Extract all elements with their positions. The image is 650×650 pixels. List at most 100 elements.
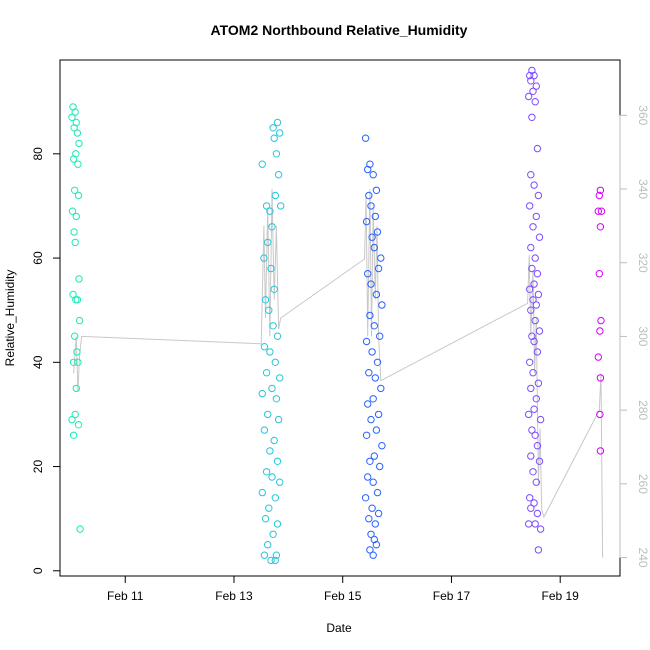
data-point xyxy=(68,113,76,122)
data-point xyxy=(69,358,78,366)
secondary-series-line xyxy=(73,188,604,558)
data-point xyxy=(362,337,371,346)
y-axis-label: Relative_Humidity xyxy=(3,270,17,367)
data-point xyxy=(74,358,82,366)
data-point xyxy=(272,150,281,158)
data-point xyxy=(526,494,534,502)
data-point xyxy=(532,212,540,221)
data-point xyxy=(265,504,273,512)
data-point xyxy=(534,546,543,554)
data-point xyxy=(530,405,538,413)
data-point xyxy=(258,389,266,398)
data-point xyxy=(529,87,537,96)
data-point xyxy=(273,520,282,528)
data-point xyxy=(529,369,537,377)
data-point xyxy=(71,186,79,195)
data-point xyxy=(366,311,374,320)
data-point xyxy=(527,171,535,179)
x-tick-label: Feb 19 xyxy=(542,589,580,603)
data-point xyxy=(366,457,374,465)
data-point xyxy=(366,546,374,554)
data-point xyxy=(528,113,536,122)
data-point xyxy=(530,71,538,80)
y-tick-label: 80 xyxy=(31,147,45,161)
data-point xyxy=(377,384,385,393)
data-point xyxy=(69,155,78,163)
data-point xyxy=(265,306,273,314)
data-point xyxy=(533,442,542,450)
data-point xyxy=(378,442,386,450)
data-points xyxy=(68,66,606,565)
data-point xyxy=(72,212,81,221)
y2-tick-label: 300 xyxy=(636,326,650,346)
data-point xyxy=(261,515,270,523)
data-point xyxy=(370,452,378,460)
data-point xyxy=(527,384,535,393)
data-point xyxy=(362,431,371,439)
data-point xyxy=(371,212,379,221)
data-point xyxy=(530,499,538,507)
data-point xyxy=(369,551,377,559)
data-point xyxy=(597,316,605,325)
data-point xyxy=(525,520,533,528)
data-point xyxy=(529,296,537,304)
data-point xyxy=(596,374,605,382)
y2-tick-label: 260 xyxy=(636,474,650,494)
data-point xyxy=(258,160,266,168)
data-point xyxy=(268,384,276,393)
data-point xyxy=(261,296,270,304)
data-point xyxy=(272,395,281,403)
data-point xyxy=(367,280,375,288)
data-point xyxy=(535,327,544,335)
data-point xyxy=(376,462,384,471)
y2-tick-label: 320 xyxy=(636,253,650,273)
data-point xyxy=(594,207,602,215)
data-point xyxy=(74,191,83,200)
data-point xyxy=(70,124,78,132)
data-point xyxy=(529,468,537,476)
data-point xyxy=(73,348,81,356)
data-point xyxy=(372,541,381,549)
data-point xyxy=(76,525,84,533)
data-point xyxy=(71,332,79,340)
x-tick-label: Feb 13 xyxy=(215,589,253,603)
data-point xyxy=(269,530,277,538)
data-point xyxy=(364,400,372,408)
data-point xyxy=(373,358,382,366)
data-point xyxy=(528,426,536,434)
data-point xyxy=(527,77,535,85)
data-point xyxy=(527,504,535,512)
data-point xyxy=(371,520,379,528)
data-point xyxy=(533,509,542,518)
x-tick-label: Feb 17 xyxy=(433,589,471,603)
data-point xyxy=(374,509,383,518)
data-point xyxy=(526,285,534,293)
data-point xyxy=(527,452,535,460)
data-point xyxy=(71,410,79,419)
data-point xyxy=(70,228,78,236)
data-point xyxy=(536,415,545,424)
data-point xyxy=(532,478,540,486)
data-point xyxy=(531,98,539,106)
data-point xyxy=(365,191,373,200)
x-tick-label: Feb 11 xyxy=(107,589,144,603)
data-point xyxy=(274,415,283,424)
data-point xyxy=(531,520,539,528)
data-point xyxy=(368,504,376,512)
data-point xyxy=(368,348,376,356)
y-tick-label: 0 xyxy=(31,567,45,574)
data-point xyxy=(534,290,543,299)
data-point xyxy=(536,525,545,533)
data-point xyxy=(370,243,378,252)
data-point xyxy=(260,551,269,559)
data-point xyxy=(262,468,271,476)
y2-tick-label: 360 xyxy=(636,105,650,125)
data-point xyxy=(372,290,381,299)
data-point xyxy=(378,301,386,309)
data-point xyxy=(367,530,375,538)
data-point xyxy=(370,322,378,330)
x-tick-label: Feb 15 xyxy=(324,589,362,603)
data-point xyxy=(532,82,540,90)
y2-tick-label: 340 xyxy=(636,179,650,199)
data-point xyxy=(529,223,537,231)
